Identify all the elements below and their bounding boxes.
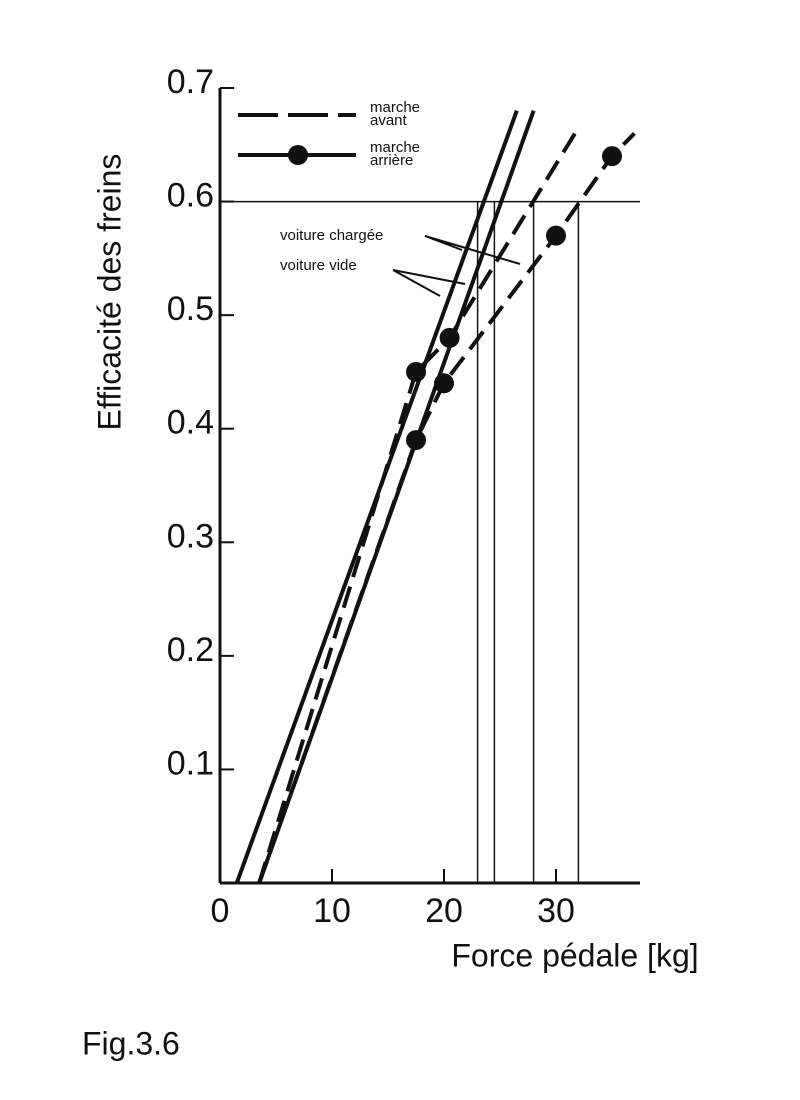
annotation: voiture chargée (280, 227, 383, 244)
x-tick-label: 10 (313, 892, 351, 930)
y-tick-label: 0.4 (167, 404, 214, 442)
legend-dot (288, 145, 308, 165)
y-tick-label: 0.6 (167, 177, 214, 215)
y-tick-label: 0.1 (167, 744, 214, 782)
x-tick-label: 30 (537, 892, 575, 930)
caption: Fig.3.6 (82, 1025, 180, 1061)
data-point (439, 327, 460, 348)
x-tick-label: 0 (211, 892, 230, 930)
data-point (406, 361, 426, 382)
data-point (406, 430, 426, 451)
legend-label: marche avant (370, 99, 420, 129)
y-tick-label: 0.7 (167, 63, 214, 101)
y-tick-label: 0.2 (167, 631, 214, 669)
annotation-arrows (392, 235, 521, 297)
annotation: voiture vide (280, 257, 357, 274)
y-tick-label: 0.5 (167, 290, 214, 328)
data-point (434, 373, 454, 394)
y-axis-label: Efficacité des freins (91, 154, 127, 431)
data-point (546, 225, 566, 246)
series-line (257, 126, 581, 884)
x-axis-label: Force pédale [kg] (451, 937, 698, 973)
y-tick-label: 0.3 (167, 517, 214, 555)
x-tick-label: 20 (425, 892, 463, 930)
legend-label: marche arrière (370, 139, 420, 169)
data-point (602, 146, 622, 167)
